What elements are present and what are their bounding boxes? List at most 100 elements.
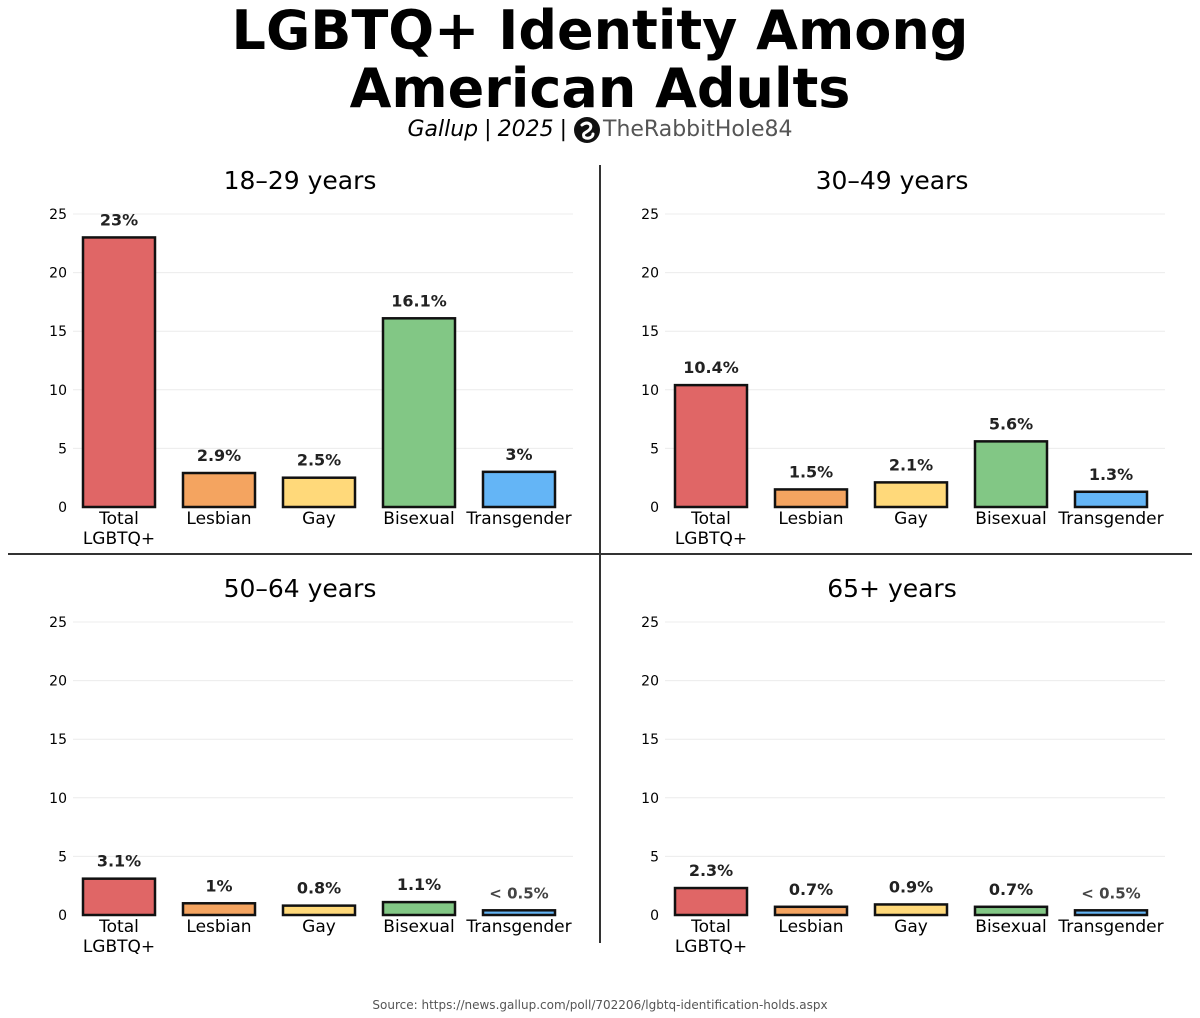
panel-18-29: 18–29 years 0 5 10 15 20 25 23% Total LGBTQ+ 2.9%… (5, 165, 595, 555)
bar (873, 903, 949, 917)
y-tick-label: 0 (650, 500, 659, 516)
x-tick-label: LGBTQ+ (83, 529, 155, 549)
data-label: 0.8% (297, 879, 341, 898)
y-tick-label: 25 (641, 207, 659, 223)
panel-65-plus: 65+ years 0 5 10 15 20 25 2.3% Total LGBTQ+ 0.7% L… (597, 573, 1187, 963)
data-label: 2.1% (889, 455, 933, 474)
data-label: 1% (205, 876, 232, 895)
subtitle-separator: | (484, 117, 492, 142)
y-tick-label: 0 (58, 500, 67, 516)
y-tick-label: 5 (58, 849, 67, 865)
chart-subtitle: Gallup | 2025 | TheRabbitHole84 (0, 116, 1200, 144)
y-tick-label: 10 (641, 383, 659, 399)
bar (481, 470, 557, 509)
data-label: 16.1% (391, 291, 447, 310)
x-tick-label: Total (98, 509, 139, 529)
x-tick-label: LGBTQ+ (675, 529, 747, 549)
x-tick-label: LGBTQ+ (675, 937, 747, 957)
bar (873, 481, 949, 509)
data-label: < 0.5% (1081, 884, 1140, 902)
x-tick-label: Total (690, 509, 731, 529)
bar (1073, 909, 1149, 917)
bar (673, 886, 749, 917)
subtitle-year: 2025 (497, 117, 554, 142)
x-tick-label: Gay (894, 509, 928, 529)
panel-30-49: 30–49 years 0 5 10 15 20 25 10.4% Total LGBTQ+ 1.… (597, 165, 1187, 555)
data-label: 1.5% (789, 462, 833, 481)
x-tick-label: Total (98, 917, 139, 937)
x-tick-label: Bisexual (975, 917, 1046, 937)
bar (973, 440, 1049, 509)
data-label: 1.1% (397, 875, 441, 894)
y-tick-label: 5 (58, 441, 67, 457)
y-tick-label: 10 (49, 383, 67, 399)
bar (481, 909, 557, 917)
y-tick-label: 20 (49, 266, 67, 282)
bar (773, 488, 849, 509)
bar (773, 905, 849, 917)
x-tick-label: Gay (302, 917, 336, 937)
data-label: 2.3% (689, 861, 733, 880)
bar (973, 905, 1049, 917)
y-tick-label: 20 (641, 674, 659, 690)
data-label: 1.3% (1089, 465, 1133, 484)
bar (181, 902, 257, 917)
panel-title: 65+ years (827, 574, 957, 603)
bar (281, 904, 357, 917)
x-tick-label: LGBTQ+ (83, 937, 155, 957)
rabbit-hole-logo-icon (574, 117, 600, 143)
chart-title-line2: American Adults (349, 57, 851, 120)
x-tick-label: Gay (894, 917, 928, 937)
data-label: 3.1% (97, 852, 141, 871)
x-tick-label: Lesbian (778, 509, 843, 529)
x-tick-label: Lesbian (778, 917, 843, 937)
bar (673, 383, 749, 509)
x-tick-label: Total (690, 917, 731, 937)
panel-title: 50–64 years (223, 574, 377, 603)
brand: TheRabbitHole84 (573, 116, 793, 144)
y-tick-label: 15 (49, 324, 67, 340)
y-tick-label: 0 (650, 908, 659, 924)
source-note: Source: https://news.gallup.com/poll/702… (372, 998, 828, 1012)
x-tick-label: Transgender (1057, 917, 1163, 937)
bar (181, 471, 257, 509)
x-tick-label: Bisexual (975, 509, 1046, 529)
y-tick-label: 10 (49, 791, 67, 807)
x-tick-label: Lesbian (186, 509, 251, 529)
data-label: 3% (505, 445, 532, 464)
x-tick-label: Transgender (1057, 509, 1163, 529)
x-tick-label: Lesbian (186, 917, 251, 937)
data-label: 0.9% (889, 877, 933, 896)
y-tick-label: 25 (641, 615, 659, 631)
y-tick-label: 0 (58, 908, 67, 924)
bar (381, 317, 457, 509)
data-label: 2.5% (297, 451, 341, 470)
data-label: 2.9% (197, 446, 241, 465)
data-label: 5.6% (989, 414, 1033, 433)
data-label: 10.4% (683, 358, 739, 377)
panel-title: 30–49 years (815, 166, 969, 195)
brand-name: TheRabbitHole84 (603, 117, 793, 142)
x-tick-label: Transgender (465, 509, 571, 529)
y-tick-label: 5 (650, 441, 659, 457)
y-tick-label: 20 (49, 674, 67, 690)
y-tick-label: 15 (49, 732, 67, 748)
y-tick-label: 10 (641, 791, 659, 807)
x-tick-label: Transgender (465, 917, 571, 937)
data-label: 0.7% (789, 880, 833, 899)
bar (81, 877, 157, 917)
y-tick-label: 25 (49, 615, 67, 631)
y-tick-label: 15 (641, 732, 659, 748)
subtitle-source: Gallup (407, 117, 479, 142)
data-label: 23% (100, 210, 138, 229)
bar (281, 476, 357, 509)
bar (1073, 490, 1149, 509)
y-tick-label: 5 (650, 849, 659, 865)
y-tick-label: 25 (49, 207, 67, 223)
bar (381, 900, 457, 917)
y-tick-label: 15 (641, 324, 659, 340)
